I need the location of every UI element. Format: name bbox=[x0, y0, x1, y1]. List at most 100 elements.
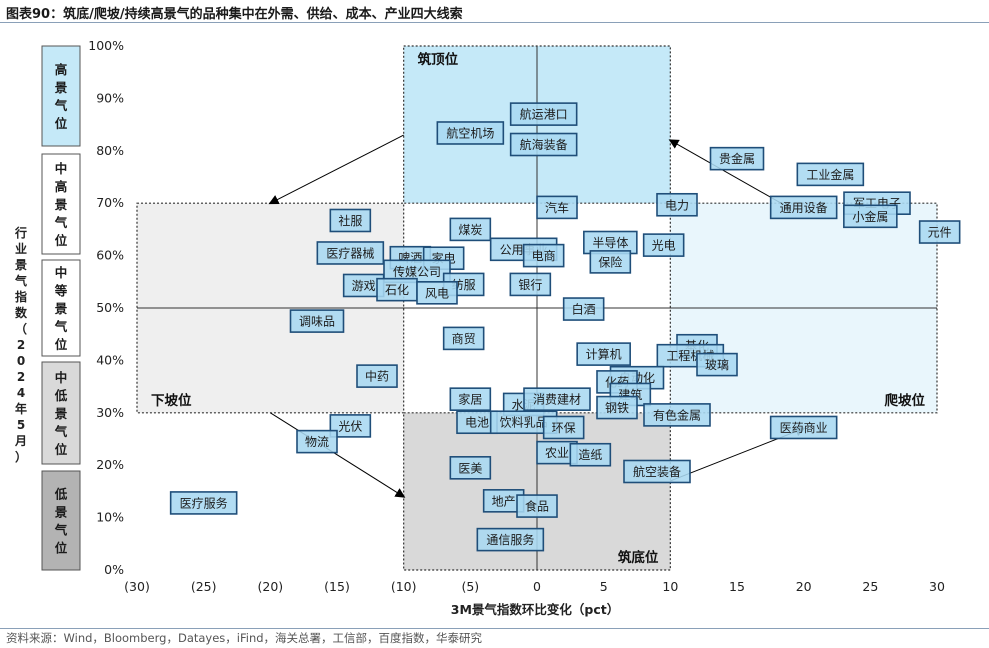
data-point-label: 医疗器械 bbox=[326, 245, 374, 260]
data-point-box bbox=[509, 272, 552, 297]
data-point: 钢铁 bbox=[596, 395, 638, 420]
data-point: 航运港口 bbox=[509, 102, 578, 126]
data-point-box bbox=[769, 415, 838, 440]
data-point-box bbox=[589, 250, 632, 274]
data-point: 医疗服务 bbox=[169, 491, 238, 515]
y-tick-label: 70% bbox=[96, 195, 124, 210]
data-point: 商贸 bbox=[442, 326, 485, 351]
data-point: 玻璃 bbox=[696, 352, 738, 377]
transition-arrow bbox=[268, 134, 404, 205]
data-point-box bbox=[623, 459, 691, 484]
data-point: 光电 bbox=[642, 233, 685, 257]
y-axis-title-char: 4 bbox=[16, 386, 26, 400]
data-point: 电力 bbox=[656, 192, 698, 217]
data-point-label: 玻璃 bbox=[705, 358, 729, 372]
level-label-char: 中 bbox=[55, 161, 68, 176]
data-point-label: 保险 bbox=[598, 254, 622, 269]
level-label-char: 高 bbox=[55, 179, 68, 194]
source-note: 资料来源：Wind，Bloomberg，Datayes，iFind，海关总署，工… bbox=[6, 631, 483, 645]
level-label-char: 位 bbox=[55, 116, 68, 131]
y-tick-label: 10% bbox=[96, 510, 124, 525]
data-point: 食品 bbox=[516, 494, 558, 518]
level-label-char: 位 bbox=[55, 337, 68, 352]
data-point-label: 石化 bbox=[385, 283, 409, 297]
data-point-box bbox=[289, 309, 345, 333]
x-tick-label: 30 bbox=[929, 579, 945, 594]
data-point-label: 通信服务 bbox=[486, 532, 534, 547]
data-point-box bbox=[796, 162, 865, 187]
level-label-char: 位 bbox=[55, 541, 68, 556]
y-tick-label: 100% bbox=[88, 38, 124, 53]
y-axis-title-char: 气 bbox=[14, 274, 27, 288]
data-point-label: 传媒公司 bbox=[393, 264, 441, 279]
data-point: 石化 bbox=[376, 277, 418, 302]
y-tick-label: 50% bbox=[96, 300, 124, 315]
data-point: 家居 bbox=[449, 387, 492, 411]
data-point-label: 家居 bbox=[458, 392, 482, 407]
x-tick-label: (30) bbox=[124, 579, 150, 594]
data-point-label: 工业金属 bbox=[806, 167, 854, 182]
level-box bbox=[41, 153, 81, 255]
y-tick-label: 80% bbox=[96, 143, 124, 158]
data-point-label: 有色金属 bbox=[653, 407, 701, 422]
data-point-box bbox=[296, 429, 338, 454]
y-tick-label: 30% bbox=[96, 405, 124, 420]
data-point-label: 环保 bbox=[552, 421, 576, 435]
zone-label: 爬坡位 bbox=[885, 392, 926, 409]
data-point-box bbox=[696, 352, 738, 377]
data-point: 医疗器械 bbox=[316, 241, 385, 265]
level-label-char: 位 bbox=[55, 233, 68, 248]
data-point: 物流 bbox=[296, 429, 338, 454]
x-axis-title: 3M景气指数环比变化（pct） bbox=[451, 602, 619, 617]
data-point: 元件 bbox=[918, 220, 961, 244]
data-point-label: 造纸 bbox=[578, 448, 602, 462]
data-point: 有色金属 bbox=[643, 403, 711, 427]
level-box bbox=[41, 45, 81, 147]
data-point-box bbox=[449, 217, 492, 242]
data-point: 银行 bbox=[509, 272, 552, 297]
y-axis-title-char: 0 bbox=[16, 354, 26, 368]
data-point-label: 饮料乳品 bbox=[500, 416, 548, 430]
data-point-label: 调味品 bbox=[299, 315, 335, 329]
level-label-char: 等 bbox=[54, 283, 68, 298]
title-divider bbox=[0, 22, 989, 23]
level-label-char: 景 bbox=[55, 80, 68, 95]
y-axis-title-char: （ bbox=[14, 322, 27, 336]
data-point: 光伏 bbox=[329, 414, 372, 438]
data-point-box bbox=[449, 456, 492, 480]
x-tick-label: 10 bbox=[662, 579, 678, 594]
data-point: 医药商业 bbox=[769, 415, 838, 440]
data-point-label: 电商 bbox=[532, 248, 556, 263]
data-point-box bbox=[169, 491, 238, 515]
data-point: 电池 bbox=[456, 410, 498, 435]
level-label-char: 中 bbox=[55, 370, 68, 385]
level-label-char: 中 bbox=[55, 265, 68, 280]
x-tick-label: (10) bbox=[391, 579, 417, 594]
y-axis-title-char: 年 bbox=[14, 402, 27, 416]
data-point: 中药 bbox=[356, 364, 398, 388]
data-point-label: 白酒 bbox=[572, 302, 596, 317]
data-point: 社服 bbox=[329, 208, 372, 233]
data-point-label: 元件 bbox=[928, 226, 952, 240]
data-point-label: 计算机 bbox=[586, 347, 622, 362]
data-point: 计算机 bbox=[576, 342, 631, 366]
chart-title: 图表90：筑底/爬坡/持续高景气的品种集中在外需、供给、成本、产业四大线索 bbox=[6, 7, 463, 22]
data-point-label: 小金属 bbox=[852, 209, 888, 224]
y-axis-title-char: 指 bbox=[14, 290, 27, 304]
data-point-label: 航运港口 bbox=[520, 107, 568, 122]
data-point: 小金属 bbox=[843, 204, 898, 229]
data-point-box bbox=[329, 208, 372, 233]
data-point: 工业金属 bbox=[796, 162, 865, 187]
axes: 0% 10% 20% 30% 40% 50% 60% 70% 80% 90% 100% (30) (25… bbox=[88, 38, 945, 594]
data-point-box bbox=[709, 146, 765, 171]
data-point-box bbox=[569, 442, 612, 467]
level-box bbox=[41, 361, 81, 465]
data-point: 通用设备 bbox=[769, 195, 838, 220]
data-point-box bbox=[509, 132, 578, 157]
data-point-label: 钢铁 bbox=[605, 401, 629, 415]
y-axis-title: 行业景气指数 （ 2 0 2 4 年 5 月 ） bbox=[12, 225, 30, 465]
level-label-char: 景 bbox=[55, 197, 68, 212]
data-point-box bbox=[843, 204, 898, 229]
level-label-char: 气 bbox=[54, 98, 68, 113]
data-point-box bbox=[523, 387, 591, 411]
